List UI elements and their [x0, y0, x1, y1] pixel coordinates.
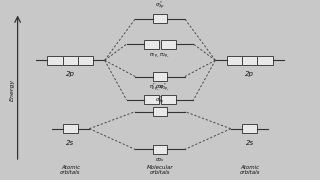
- FancyBboxPatch shape: [153, 107, 167, 116]
- FancyBboxPatch shape: [47, 56, 63, 65]
- Text: Energy: Energy: [10, 79, 15, 101]
- Text: $\sigma_{2p}$: $\sigma_{2p}$: [155, 84, 165, 93]
- Text: 2s: 2s: [245, 140, 254, 146]
- FancyBboxPatch shape: [153, 72, 167, 81]
- FancyBboxPatch shape: [242, 56, 257, 65]
- FancyBboxPatch shape: [162, 40, 176, 49]
- FancyBboxPatch shape: [144, 95, 158, 104]
- FancyBboxPatch shape: [78, 56, 93, 65]
- Text: Atomic
orbitals: Atomic orbitals: [60, 165, 81, 176]
- FancyBboxPatch shape: [162, 95, 176, 104]
- Text: 2p: 2p: [66, 71, 75, 77]
- FancyBboxPatch shape: [227, 56, 242, 65]
- Text: Atomic
orbitals: Atomic orbitals: [239, 165, 260, 176]
- Text: $\pi_{2p_x}\ \pi_{2p_y}$: $\pi_{2p_x}\ \pi_{2p_y}$: [149, 51, 171, 60]
- Text: $\sigma^*_{2s}$: $\sigma^*_{2s}$: [155, 94, 165, 105]
- FancyBboxPatch shape: [144, 40, 158, 49]
- FancyBboxPatch shape: [242, 124, 257, 133]
- FancyBboxPatch shape: [63, 56, 78, 65]
- FancyBboxPatch shape: [153, 145, 167, 154]
- FancyBboxPatch shape: [153, 14, 167, 23]
- Text: 2p: 2p: [245, 71, 254, 77]
- Text: $\sigma^*_{2p}$: $\sigma^*_{2p}$: [155, 0, 165, 12]
- Text: $\sigma_{2s}$: $\sigma_{2s}$: [155, 156, 165, 164]
- FancyBboxPatch shape: [63, 124, 78, 133]
- FancyBboxPatch shape: [257, 56, 273, 65]
- Text: 2s: 2s: [66, 140, 75, 146]
- Text: $\pi^*_{2p_x}\ \pi^*_{2p_y}$: $\pi^*_{2p_x}\ \pi^*_{2p_y}$: [149, 81, 171, 93]
- Text: Molecular
orbitals: Molecular orbitals: [147, 165, 173, 176]
